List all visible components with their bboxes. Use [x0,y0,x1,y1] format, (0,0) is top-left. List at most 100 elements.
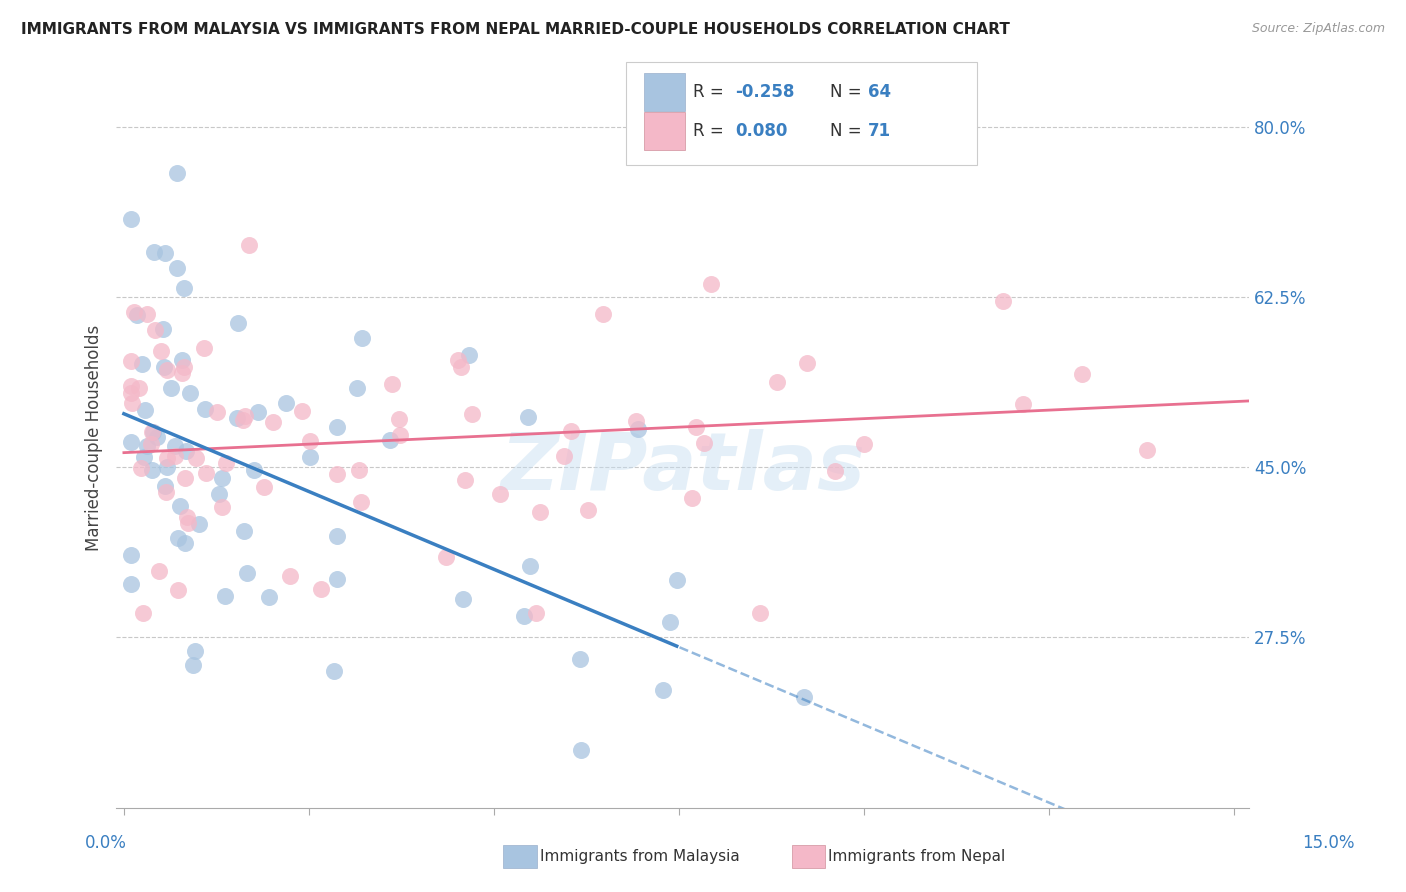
Point [214,589,236,603]
Point [155,484,177,499]
Point [172,366,194,380]
Point [179,386,201,401]
Point [569,652,592,666]
Point [134,403,156,417]
Point [658,615,681,629]
Point [120,379,142,393]
Point [262,415,284,429]
Point [1011,397,1033,411]
Text: N =: N = [830,83,866,101]
Point [143,323,166,337]
Point [132,606,155,620]
Point [226,316,249,330]
Point [177,516,200,530]
Point [749,606,772,620]
Point [155,245,177,260]
Point [142,425,165,440]
Point [627,422,650,436]
Point [450,359,472,374]
Point [529,505,551,519]
Point [170,352,193,367]
Point [824,464,846,478]
Point [183,644,205,658]
Point [853,437,876,451]
Point [169,500,191,514]
Text: Immigrants from Nepal: Immigrants from Nepal [828,849,1005,863]
Point [454,473,477,487]
Point [592,307,614,321]
Point [458,348,481,362]
Point [166,583,188,598]
Point [136,307,159,321]
Point [243,463,266,477]
Point [693,436,716,450]
Point [323,664,346,678]
Point [247,405,270,419]
Point [173,280,195,294]
Point [153,479,176,493]
Point [125,308,148,322]
Point [298,434,321,448]
Point [524,606,547,620]
Text: 15.0%: 15.0% [1302,834,1355,852]
Point [160,381,183,395]
Point [766,375,789,389]
Point [232,413,254,427]
Point [576,503,599,517]
Point [211,500,233,514]
Text: Immigrants from Malaysia: Immigrants from Malaysia [540,849,740,863]
Point [274,396,297,410]
Point [120,353,142,368]
Point [194,402,217,417]
Point [326,420,349,434]
Point [156,451,179,466]
Point [434,549,457,564]
Point [141,463,163,477]
Point [513,608,536,623]
Point [238,237,260,252]
Point [215,457,238,471]
Point [193,341,215,355]
Point [624,414,647,428]
Point [156,362,179,376]
Point [173,359,195,374]
Point [148,564,170,578]
Text: IMMIGRANTS FROM MALAYSIA VS IMMIGRANTS FROM NEPAL MARRIED-COUPLE HOUSEHOLDS CORR: IMMIGRANTS FROM MALAYSIA VS IMMIGRANTS F… [21,22,1010,37]
Text: 0.0%: 0.0% [84,834,127,852]
Point [350,331,373,345]
Point [120,577,142,591]
Point [166,261,188,276]
Point [700,277,723,292]
Point [253,480,276,494]
Point [793,690,815,704]
Point [553,449,575,463]
Point [380,433,402,447]
Point [233,409,256,423]
Point [146,430,169,444]
Text: R =: R = [693,122,730,140]
Point [184,451,207,466]
Point [120,386,142,401]
Point [291,404,314,418]
Text: R =: R = [693,83,730,101]
Point [225,410,247,425]
Point [665,573,688,587]
Point [166,165,188,179]
Point [796,356,818,370]
Point [1136,442,1159,457]
Point [519,559,541,574]
Point [569,743,592,757]
Point [278,569,301,583]
Point [120,211,142,226]
Point [347,463,370,477]
Point [149,344,172,359]
Point [681,491,703,505]
Point [143,244,166,259]
Point [381,377,404,392]
Point [188,517,211,532]
Point [516,410,538,425]
Point [298,450,321,464]
Point [174,444,197,458]
Point [205,405,228,419]
Point [141,425,163,439]
